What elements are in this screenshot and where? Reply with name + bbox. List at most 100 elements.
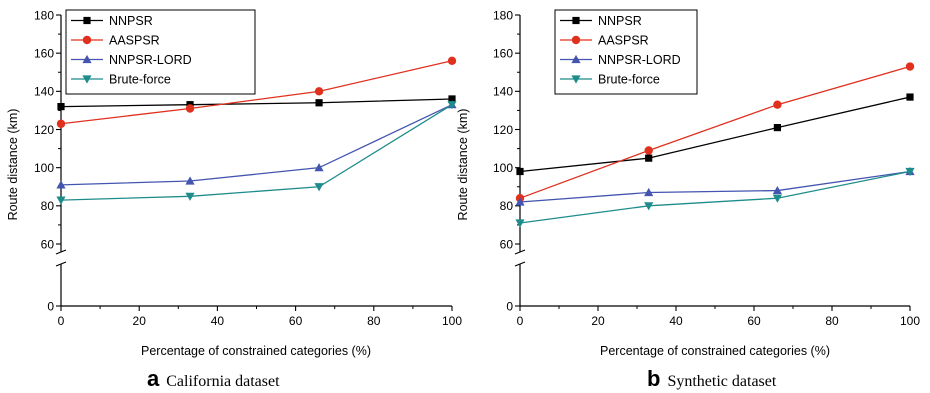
y-axis-label: Route distance (km) [456, 109, 470, 221]
legend-marker-nnpsr [572, 16, 580, 25]
legend-marker-aaspsr [571, 35, 581, 45]
legend-marker-brute-force [571, 75, 581, 84]
caption-text: California dataset [166, 373, 280, 390]
data-point-aaspsr [773, 100, 782, 109]
data-point-nnpsr [315, 99, 323, 107]
panel-caption: a California dataset [147, 366, 280, 391]
series-line-aaspsr [60, 60, 453, 125]
legend-marker-nnpsr-lord [82, 54, 92, 64]
series-nnpsr [57, 95, 456, 111]
data-point-nnpsr [448, 95, 456, 103]
data-point-nnpsr-lord [185, 176, 195, 185]
data-point-brute-force [905, 167, 915, 177]
data-point-aaspsr [56, 119, 66, 128]
x-tick-label: 60 [747, 314, 761, 328]
y-tick-label: 160 [34, 46, 54, 60]
data-point-nnpsr-lord [515, 197, 525, 206]
series-nnpsr [516, 93, 914, 176]
data-point-aaspsr [447, 56, 457, 65]
data-point-aaspsr [905, 62, 915, 71]
data-point-nnpsr [906, 93, 914, 101]
x-tick-label: 100 [442, 314, 462, 328]
data-point-brute-force [515, 219, 525, 228]
y-tick-label: 180 [34, 8, 54, 22]
caption-text: Synthetic dataset [667, 373, 776, 390]
x-tick-label: 20 [133, 314, 147, 328]
legend-label-nnpsr: NNPSR [598, 14, 642, 28]
x-axis-label: Percentage of constrained categories (%) [141, 344, 371, 358]
legend: NNPSR AASPSR NNPSR-LORD Brute-force [554, 9, 698, 95]
panel-caption: b Synthetic dataset [647, 366, 777, 391]
y-tick-label: 160 [493, 46, 513, 60]
legend-marker-nnpsr-lord [571, 54, 581, 64]
caption-letter: a [147, 366, 160, 391]
caption-letter: b [647, 366, 660, 391]
y-tick-label: 0 [506, 299, 513, 313]
legend-label-nnpsr: NNPSR [109, 14, 153, 28]
y-tick-label: 100 [493, 161, 513, 175]
axis-break-mark [55, 249, 67, 255]
y-axis-label: Route distance (km) [6, 109, 20, 221]
series-line-nnpsr-lord [60, 104, 453, 186]
series-line-aaspsr [519, 65, 911, 199]
y-tick-label: 80 [41, 199, 55, 213]
data-point-nnpsr-lord [314, 163, 324, 172]
legend: NNPSR AASPSR NNPSR-LORD Brute-force [65, 9, 256, 95]
series-brute-force [56, 101, 457, 205]
series-line-nnpsr [519, 96, 911, 173]
legend-label-nnpsr-lord: NNPSR-LORD [598, 53, 681, 67]
series-nnpsr-lord [515, 166, 915, 206]
data-point-nnpsr [645, 154, 653, 162]
x-tick-label: 40 [669, 314, 683, 328]
data-point-brute-force [56, 196, 66, 205]
data-point-brute-force [772, 194, 782, 203]
legend-label-aaspsr: AASPSR [598, 34, 649, 48]
axis-break-mark [514, 261, 526, 267]
data-point-nnpsr-lord [644, 187, 654, 197]
y-tick-label: 60 [41, 237, 55, 251]
data-point-brute-force [185, 192, 195, 201]
data-point-aaspsr [314, 87, 324, 96]
x-tick-label: 40 [211, 314, 225, 328]
x-tick-label: 60 [289, 314, 303, 328]
series-line-nnpsr-lord [519, 170, 911, 203]
series-nnpsr-lord [56, 100, 457, 189]
x-tick-label: 80 [825, 314, 839, 328]
legend-label-brute-force: Brute-force [598, 73, 660, 87]
y-tick-label: 120 [34, 123, 54, 137]
series-line-brute-force [519, 170, 911, 224]
chart-panel-synthetic: 0 60 80 100 120 140 160 180 0 20 40 60 80 100 Route di… [456, 8, 920, 391]
chart-panel-california: 0 60 80 100 120 140 160 180 0 20 40 60 80 100 Route di… [6, 8, 462, 391]
y-tick-label: 0 [47, 299, 54, 313]
legend-label-aaspsr: AASPSR [109, 34, 160, 48]
legend-marker-brute-force [82, 75, 92, 84]
y-tick-label: 140 [493, 85, 513, 99]
x-tick-label: 80 [367, 314, 381, 328]
axis-break-mark [514, 249, 526, 255]
data-point-brute-force [447, 101, 457, 110]
y-tick-label: 180 [493, 8, 513, 22]
legend-marker-aaspsr [82, 35, 92, 45]
series-line-nnpsr [60, 98, 453, 108]
data-point-aaspsr [644, 146, 653, 155]
legend-box [65, 9, 256, 95]
y-tick-label: 120 [493, 123, 513, 137]
series-line-brute-force [60, 104, 453, 201]
x-tick-label: 0 [517, 314, 524, 328]
y-tick-label: 80 [500, 199, 514, 213]
legend-label-nnpsr-lord: NNPSR-LORD [109, 53, 192, 67]
x-tick-label: 100 [900, 314, 920, 328]
data-point-nnpsr-lord [56, 180, 66, 189]
y-tick-label: 60 [500, 237, 514, 251]
legend-label-brute-force: Brute-force [109, 73, 171, 87]
x-tick-label: 20 [591, 314, 605, 328]
data-point-nnpsr [773, 123, 781, 132]
series-aaspsr [56, 56, 457, 128]
data-point-nnpsr-lord [772, 185, 782, 195]
legend-marker-nnpsr [83, 16, 91, 25]
axis-break-mark [55, 261, 67, 267]
data-point-nnpsr [516, 167, 524, 176]
y-tick-label: 140 [34, 85, 54, 99]
series-aaspsr [515, 62, 915, 203]
